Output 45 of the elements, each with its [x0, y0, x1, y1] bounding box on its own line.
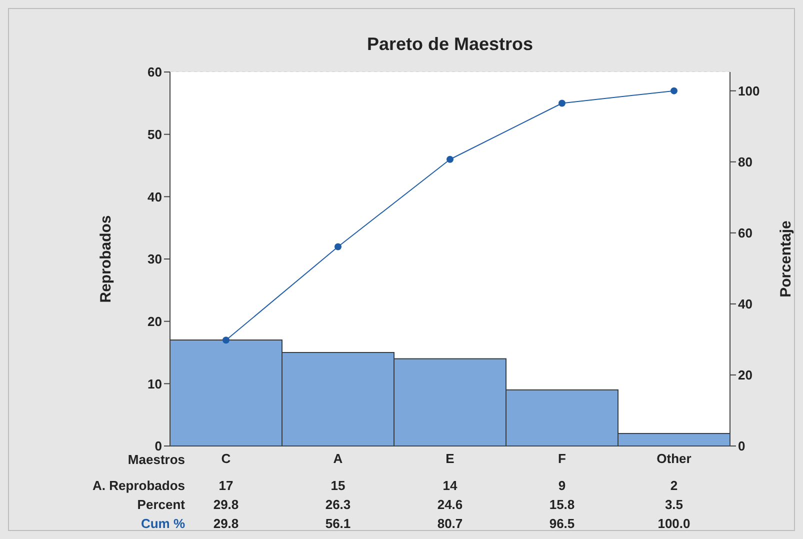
data-label: 80.7	[436, 516, 464, 531]
point	[222, 336, 230, 344]
data-label: 15	[330, 478, 346, 493]
point	[558, 100, 566, 107]
data-label: 100.0	[656, 516, 692, 531]
point	[446, 156, 454, 163]
y2-tick-label: 60	[738, 226, 752, 241]
y-tick-label: 20	[148, 314, 162, 329]
data-label: 96.5	[548, 516, 576, 531]
y2-tick-label: 40	[738, 296, 752, 312]
x-tick-label: E	[446, 451, 455, 466]
text: A. Reprobados	[92, 478, 185, 493]
x-tick-label: Other	[656, 451, 692, 466]
x-axis-title: Maestros	[126, 452, 185, 467]
data-label: 14	[442, 478, 458, 493]
x-tick-label: F	[558, 451, 566, 466]
text: Percent	[136, 497, 185, 512]
chart-title: Pareto de Maestros	[366, 34, 534, 55]
y-tick-label: 0	[154, 438, 162, 454]
point	[670, 87, 678, 94]
y2-axis-title: Porcentaje	[777, 220, 794, 298]
point	[334, 243, 342, 250]
x-tick-label: A	[333, 451, 344, 466]
data-label: 56.1	[324, 516, 352, 531]
y-tick-label: 30	[148, 252, 162, 267]
y-tick-label: 10	[148, 376, 162, 392]
data-label: 29.8	[213, 516, 239, 531]
y-axis-title: Reprobados	[97, 215, 114, 303]
x-tick-label: C	[221, 451, 232, 466]
y-tick-label: 50	[148, 126, 162, 142]
text: 29.8	[213, 497, 239, 512]
y2-tick-label: 0	[738, 438, 746, 454]
y2-tick-label: 100	[738, 83, 760, 98]
y2-tick-label: 20	[738, 368, 752, 383]
text: 26.3	[324, 497, 352, 512]
data-label: 17	[218, 478, 234, 493]
data-label: 2	[669, 478, 679, 493]
y-tick-label: 40	[148, 189, 162, 204]
y-tick-label: 60	[148, 64, 162, 80]
text: 15.8	[548, 497, 576, 512]
data-label: 9	[557, 478, 567, 493]
text: 3.5	[664, 497, 684, 512]
text: 24.6	[436, 497, 464, 512]
text: Cum %	[140, 516, 185, 531]
y2-tick-label: 80	[738, 154, 752, 170]
